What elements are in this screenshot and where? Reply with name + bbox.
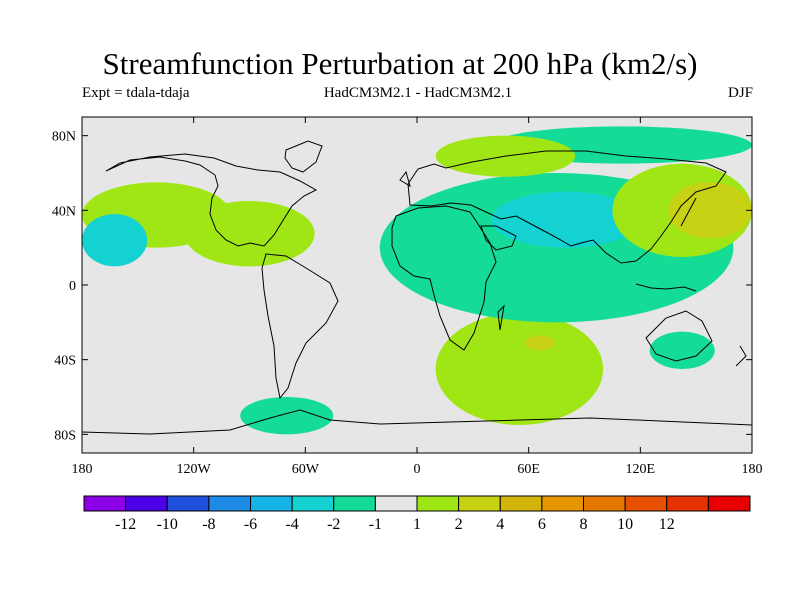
- colorbar-label: 2: [455, 516, 463, 533]
- anomaly-north-pacific-core: [668, 182, 752, 239]
- colorbar-label: 4: [496, 516, 504, 533]
- colorbar-swatch: [166, 495, 210, 512]
- lon-label: 180: [72, 462, 93, 477]
- colorbar-swatch: [250, 495, 293, 512]
- lon-label: 180: [742, 462, 763, 477]
- coast-arabia: [480, 225, 517, 251]
- coast-greenland: [284, 140, 323, 173]
- colorbar-label: 8: [580, 516, 588, 533]
- lat-label: 80S: [54, 428, 76, 443]
- colorbar-swatch: [666, 495, 709, 512]
- lat-label: 0: [69, 279, 76, 294]
- lon-label: 0: [414, 462, 421, 477]
- model-label: HadCM3M2.1 - HadCM3M2.1: [323, 85, 513, 101]
- coast-south-america: [261, 253, 339, 400]
- coast-north-america: [105, 153, 318, 247]
- colorbar-label: -4: [285, 516, 298, 533]
- coast-australia: [645, 310, 713, 362]
- colorbar-swatch: [458, 495, 501, 512]
- anomaly-antarctic-negative: [240, 397, 334, 435]
- experiment-label: Expt = tdala-tdaja: [82, 85, 190, 101]
- colorbar-swatch: [83, 495, 127, 512]
- coast-africa: [391, 205, 497, 351]
- lat-label: 40N: [52, 204, 76, 219]
- coast-japan: [680, 197, 697, 227]
- colorbar-label: -2: [327, 516, 340, 533]
- coast-indonesia: [635, 283, 697, 292]
- lon-label: 60W: [292, 462, 320, 477]
- colorbar-label: -6: [244, 516, 257, 533]
- lon-label: 60E: [517, 462, 540, 477]
- longitude-axis: 180 120W 60W 0 60E 120E 180: [72, 117, 763, 477]
- colorbar-swatch: [208, 495, 251, 512]
- coast-antarctica: [82, 409, 752, 435]
- anomaly-south-atlantic-positive-tongue: [435, 313, 604, 425]
- colorbar-swatch: [291, 495, 335, 512]
- lat-label: 40S: [54, 354, 76, 369]
- anomaly-north-america-positive: [184, 201, 315, 267]
- colorbar-label: -1: [369, 516, 382, 533]
- anomaly-south-atlantic-core: [524, 335, 555, 351]
- colorbar-label: 10: [617, 516, 633, 533]
- coast-madagascar: [497, 304, 505, 331]
- anomaly-hawaii-negative: [82, 214, 148, 267]
- latitude-axis: 80N 40N 0 40S 80S: [52, 130, 752, 443]
- colorbar-swatch: [624, 495, 668, 512]
- colorbar-swatch: [583, 495, 626, 512]
- coastline-layer: [82, 140, 752, 435]
- colorbar: -12 -10 -8 -6 -4 -2 -1 1 2 4 6 8 10 12: [83, 495, 751, 533]
- colorbar-swatch: [541, 495, 584, 512]
- colorbar-label: -12: [115, 516, 136, 533]
- coast-new-zealand: [735, 345, 747, 367]
- colorbar-swatch: [374, 495, 418, 512]
- chart-title: Streamfunction Perturbation at 200 hPa (…: [102, 46, 698, 81]
- lon-label: 120W: [177, 462, 212, 477]
- coast-eurasia: [407, 150, 727, 264]
- colorbar-label: 12: [659, 516, 675, 533]
- coast-british-isles: [399, 170, 411, 188]
- colorbar-label: 1: [413, 516, 421, 533]
- colorbar-swatch: [416, 495, 460, 512]
- colorbar-swatch: [125, 495, 168, 512]
- colorbar-label: -8: [202, 516, 215, 533]
- lat-label: 80N: [52, 130, 76, 145]
- season-label: DJF: [727, 85, 753, 101]
- colorbar-label: 6: [538, 516, 546, 533]
- anomaly-australia-negative: [649, 331, 715, 370]
- colorbar-swatch: [707, 495, 751, 512]
- anomaly-central-asia-core: [491, 191, 641, 248]
- colorbar-swatch: [333, 495, 376, 512]
- anomaly-layer: [82, 126, 752, 435]
- colorbar-label: -10: [157, 516, 178, 533]
- colorbar-swatch: [499, 495, 543, 512]
- lon-label: 120E: [626, 462, 656, 477]
